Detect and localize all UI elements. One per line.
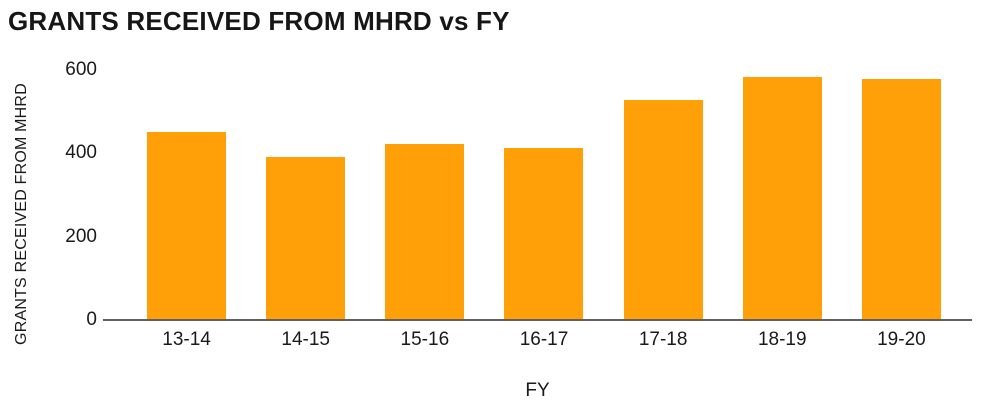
bar-slot-17-18 [604,69,723,319]
bar-13-14 [147,131,227,319]
x-tick-label-15-16: 15-16 [400,329,450,350]
bar-slot-15-16 [365,69,484,319]
x-tick-label-18-19: 18-19 [757,329,807,350]
bar-14-15 [266,156,346,319]
bar-18-19 [742,77,822,319]
x-tick-label-19-20: 19-20 [877,329,926,350]
x-tick-label-16-17: 16-17 [519,329,569,350]
y-tick-label-400: 400 [65,142,97,164]
x-axis-title: FY [525,380,550,401]
bar-slot-13-14 [127,69,246,319]
chart-title: GRANTS RECEIVED FROM MHRD vs FY [8,6,510,36]
y-tick-label-200: 200 [65,225,97,247]
y-tick-label-0: 0 [86,309,97,330]
x-axis-tick-labels: 13-14 14-15 15-16 16-17 17-18 18-19 19-20 [127,329,961,351]
bar-19-20 [861,79,941,319]
x-tick-label-14-15: 14-15 [281,329,331,350]
x-axis-line [103,319,972,321]
x-tick-label-13-14: 13-14 [162,329,211,350]
bar-17-18 [623,100,703,319]
bar-15-16 [385,144,465,319]
y-tick-label-600: 600 [65,59,97,80]
x-tick-label-17-18: 17-18 [638,329,688,350]
bars-area [127,69,961,319]
bar-slot-18-19 [723,69,842,319]
bar-slot-14-15 [246,69,365,319]
bar-16-17 [504,148,584,319]
bar-slot-19-20 [842,69,961,319]
bar-slot-16-17 [484,69,603,319]
